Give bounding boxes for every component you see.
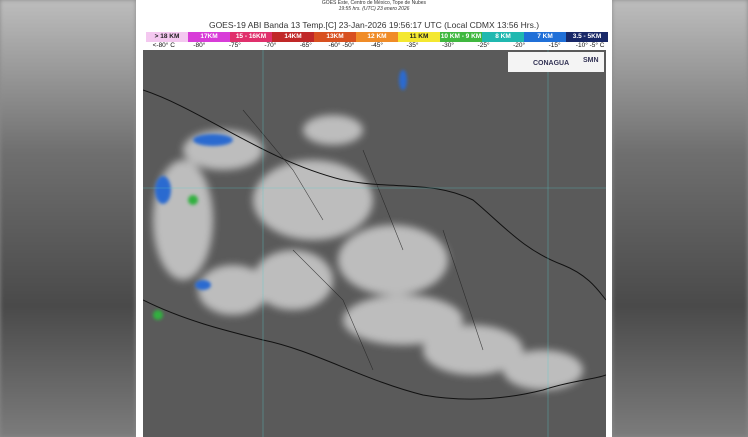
- temperature-label: -60° -50°: [328, 42, 355, 49]
- color-band: 15 - 16KM: [230, 32, 272, 42]
- satellite-map: CONAGUA SMN: [143, 50, 606, 437]
- time: 19:55 hrs. (UTC) 23 enero 2026: [338, 6, 410, 12]
- blurred-background: [612, 0, 748, 437]
- color-band: 7 KM: [524, 32, 566, 42]
- color-scale: > 18 KM 17KM 15 - 16KM 14KM 13KM 12 KM 11 KM 10…: [146, 32, 608, 42]
- temperature-label: -15°: [548, 42, 561, 49]
- temperature-label: -25°: [477, 42, 490, 49]
- source: GOES Este, Centro de México, Tope de Nub…: [321, 0, 427, 6]
- color-band: 17KM: [188, 32, 230, 42]
- temperature-label: -35°: [406, 42, 419, 49]
- satellite-panel: GOES Este, Centro de México, Tope de Nub…: [136, 0, 612, 437]
- logo: CONAGUA: [533, 60, 569, 67]
- temperature-label: -65°: [299, 42, 312, 49]
- color-band: 10 KM - 9 KM: [440, 32, 482, 42]
- title: GOES-19 ABI Banda 13 Temp.[C] 23-Jan-202…: [208, 20, 540, 30]
- color-band: > 18 KM: [146, 32, 188, 42]
- color-band: 13KM: [314, 32, 356, 42]
- color-band: 3.5 - 5KM: [566, 32, 608, 42]
- temperature-label: -20°: [513, 42, 526, 49]
- color-band: 14KM: [272, 32, 314, 42]
- color-band: 11 KM: [398, 32, 440, 42]
- temperature-scale: <-80° C -80° -75° -70° -65° -60° -50° -45° -35°…: [146, 42, 608, 50]
- temperature-label: -75°: [228, 42, 241, 49]
- color-band: 12 KM: [356, 32, 398, 42]
- logo: SMN: [583, 57, 599, 64]
- temperature-label: -30°: [442, 42, 455, 49]
- color-band: 8 KM: [482, 32, 524, 42]
- temperature-label: -10° -5° C: [575, 42, 605, 49]
- temperature-label: <-80° C: [152, 42, 175, 49]
- blurred-background: [0, 0, 136, 437]
- temperature-label: -70°: [264, 42, 277, 49]
- temperature-label: -45°: [370, 42, 383, 49]
- temperature-label: -80°: [193, 42, 206, 49]
